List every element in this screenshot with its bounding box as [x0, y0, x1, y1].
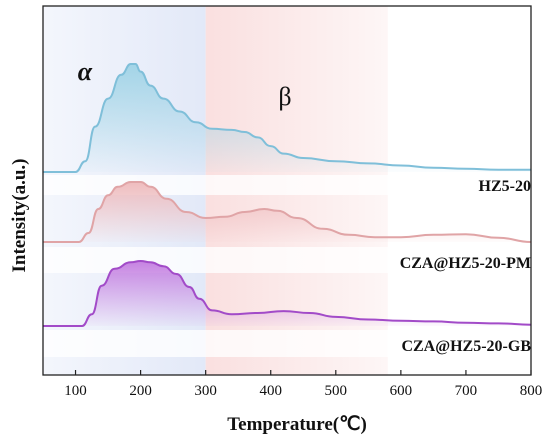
x-tick-label: 700: [455, 383, 478, 399]
regions-layer: [43, 6, 531, 375]
x-tick-label: 200: [129, 383, 152, 399]
axes-layer: 100 200 300 400 500 600 700 800: [42, 5, 543, 399]
x-tick-label: 800: [520, 383, 543, 399]
series-line-0: [42, 62, 531, 174]
series-fill-2: [43, 261, 531, 326]
x-tick-label: 100: [64, 383, 87, 399]
series-fill-0: [43, 64, 531, 172]
series-label-0: HZ5-20: [479, 178, 531, 195]
separator-strip: [43, 175, 531, 195]
x-tick-label: 500: [325, 383, 348, 399]
x-tick-label: 400: [259, 383, 282, 399]
series-fill-1: [43, 182, 531, 242]
series-line-2: [43, 259, 532, 327]
x-tick-label: 300: [194, 383, 217, 399]
separator-strip: [43, 330, 531, 357]
region-label-alpha: α: [78, 57, 93, 86]
x-tick-label: 600: [390, 383, 413, 399]
region-label-beta: β: [278, 82, 291, 111]
y-axis-title: Intensity(a.u.): [9, 158, 30, 272]
series-line-1: [42, 181, 532, 243]
series-label-1: CZA@HZ5-20-PM: [400, 255, 531, 272]
x-axis-title: Temperature(℃): [227, 414, 367, 435]
plot-frame: [42, 5, 532, 376]
series-layer: [42, 62, 532, 327]
labels-layer: Temperature(℃) Intensity(a.u.) α β HZ5-20 C…: [9, 57, 531, 435]
series-label-2: CZA@HZ5-20-GB: [401, 338, 531, 355]
